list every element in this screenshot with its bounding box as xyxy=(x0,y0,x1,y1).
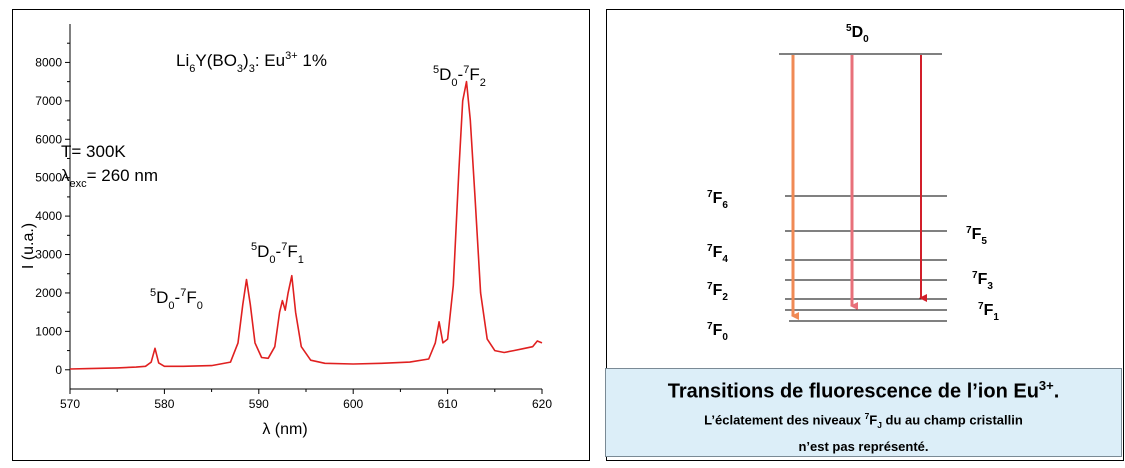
level-label-d0: 5D0 xyxy=(846,23,869,45)
level-label-f1: 7F1 xyxy=(978,301,999,323)
x-tick-label: 600 xyxy=(343,397,363,411)
x-tick-label: 570 xyxy=(60,397,80,411)
chart-title: Li6Y(BO3)3: Eu3+ 1% xyxy=(176,50,327,75)
peak-label-d0-f0: 5D0-7F0 xyxy=(150,287,203,312)
y-tick-label: 6000 xyxy=(35,132,62,146)
y-tick-label: 4000 xyxy=(35,209,62,223)
y-tick-label: 1000 xyxy=(35,324,62,338)
y-tick-label: 0 xyxy=(55,363,62,377)
temperature-label: T= 300K xyxy=(61,142,126,161)
y-axis-title: I (u.a.) xyxy=(20,223,37,269)
y-tick-label: 5000 xyxy=(35,171,62,185)
level-label-f4: 7F4 xyxy=(707,243,728,265)
y-tick-label: 2000 xyxy=(35,286,62,300)
diagram-caption: Transitions de fluorescence de l’ion Eu3… xyxy=(605,368,1122,457)
y-tick-label: 7000 xyxy=(35,94,62,108)
level-label-f6: 7F6 xyxy=(707,189,728,211)
x-tick-label: 580 xyxy=(154,397,174,411)
level-label-f3: 7F3 xyxy=(972,270,993,292)
spectrum-line xyxy=(69,80,543,370)
peak-label-d0-f2: 5D0-7F2 xyxy=(433,64,486,89)
x-tick-label: 590 xyxy=(249,397,269,411)
excitation-label: λexc= 260 nm xyxy=(61,166,158,190)
y-tick-label: 3000 xyxy=(35,248,62,262)
spectrum-panel: 570 580 590 600 610 620 0 1000 2000 3000 4000 5000 6… xyxy=(12,9,590,461)
x-axis-title: λ (nm) xyxy=(262,421,307,438)
energy-level-diagram: 5D0 7F6 7F5 7F4 7F3 7F2 7F1 7F0 xyxy=(707,23,999,343)
level-label-f2: 7F2 xyxy=(707,281,728,303)
x-tick-label: 610 xyxy=(438,397,458,411)
caption-title: Transitions de fluorescence de l’ion Eu3… xyxy=(667,378,1060,403)
chart-axes: 570 580 590 600 610 620 0 1000 2000 3000 4000 5000 6… xyxy=(35,24,552,411)
y-tick-label: 8000 xyxy=(35,55,62,69)
x-tick-label: 620 xyxy=(532,397,552,411)
level-label-f0: 7F0 xyxy=(707,321,728,343)
level-label-f5: 7F5 xyxy=(966,225,987,247)
chart-series xyxy=(69,80,543,370)
peak-label-d0-f1: 5D0-7F1 xyxy=(251,241,304,266)
caption-note: L’éclatement des niveaux 7FJ du au champ… xyxy=(704,410,1023,454)
emission-spectrum-chart: 570 580 590 600 610 620 0 1000 2000 3000 4000 5000 6… xyxy=(20,24,552,438)
